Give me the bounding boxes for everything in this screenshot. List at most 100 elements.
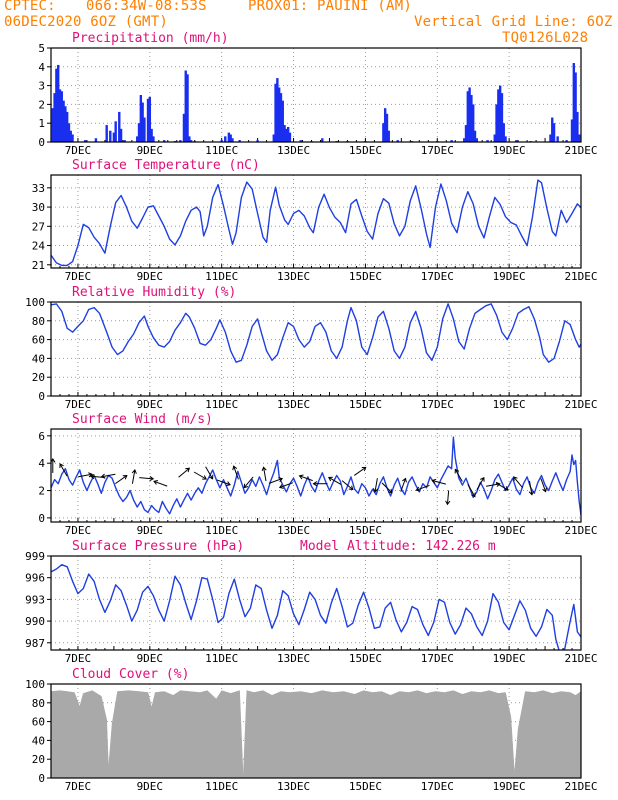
precip-bar [472, 104, 475, 142]
cloud-x-tick-label: 15DEC [349, 780, 382, 793]
precip-x-tick-label: 19DEC [493, 144, 526, 157]
wind-wind-arrowhead [278, 477, 284, 483]
wind-frame [50, 428, 582, 523]
precip-bar [114, 121, 117, 142]
pressure-x-tick-label: 17DEC [421, 652, 454, 665]
wind-wind-arrow [528, 480, 533, 495]
temp-y-tick-label: 30 [32, 201, 45, 214]
wind-wind-arrowhead [528, 490, 534, 496]
precip-bar [385, 113, 389, 142]
precip-bar [105, 125, 108, 142]
wind-wind-arrow [178, 467, 190, 478]
rh-y-tick-label: 100 [25, 296, 45, 309]
precip-bar [67, 123, 71, 142]
precip-bar [152, 136, 155, 142]
pressure-y-tick-label: 996 [25, 572, 45, 585]
precip-bar [150, 128, 153, 142]
temp-series [51, 179, 581, 267]
precip-bar [148, 96, 152, 142]
wind-wind-arrow [416, 484, 430, 491]
precip-bar [139, 95, 143, 142]
wind-series [51, 436, 581, 516]
wind-wind-arrowhead [312, 481, 318, 487]
wind-wind-arrow [432, 480, 446, 485]
pressure-x-tick-label: 21DEC [564, 652, 597, 665]
precip-bar [502, 123, 505, 142]
precip-bar [572, 63, 576, 142]
wind-x-tick-label: 13DEC [277, 524, 310, 537]
precip-series [51, 63, 581, 142]
header-coords: 066:34W-08:53S [86, 0, 207, 14]
precip-bar [186, 74, 189, 142]
wind-x-tick-label: 11DEC [205, 524, 238, 537]
wind-wind-arrow [454, 469, 463, 482]
wind-wind-arrowhead [59, 463, 64, 468]
wind-wind-arrowhead [243, 483, 249, 489]
precip-bar [299, 140, 302, 142]
wind-wind-arrow [400, 478, 406, 492]
pressure-x-tick-label: 9DEC [137, 652, 164, 665]
precip-bar [60, 91, 63, 142]
precip-bar [256, 140, 259, 142]
precip-bar [383, 108, 387, 142]
wind-x-tick-label: 21DEC [564, 524, 597, 537]
precip-bar [473, 130, 477, 142]
wind-wind-arrowhead [415, 486, 421, 492]
precip-bar [277, 87, 281, 142]
precip-bar [83, 140, 87, 142]
precip-bar [58, 89, 62, 142]
precip-bar [387, 130, 390, 142]
wind-wind-arrow [446, 490, 450, 505]
precip-bar [141, 102, 144, 142]
precip-bar [272, 134, 275, 142]
wind-wind-arrowhead [122, 475, 128, 480]
pressure-y-tick-label: 999 [25, 550, 45, 563]
rh-y-tick-label: 80 [32, 315, 45, 328]
wind-wind-arrowhead [261, 466, 267, 472]
rh-y-tick-label: 60 [32, 334, 45, 347]
precip-frame [50, 47, 582, 143]
wind-wind-arrowhead [149, 476, 155, 482]
cloud-x-tick-label: 19DEC [493, 780, 526, 793]
wind-wind-arrow [467, 484, 476, 497]
precip-y-tick-label: 4 [38, 61, 45, 74]
rh-frame [50, 301, 582, 397]
precip-bar [238, 140, 241, 142]
precip-bar [279, 93, 283, 142]
precip-x-tick-label: 21DEC [564, 144, 597, 157]
precip-bar [179, 140, 182, 142]
precip-bar [137, 123, 141, 142]
precip-bar [396, 140, 399, 142]
wind-wind-arrowhead [542, 487, 548, 493]
precip-bar [64, 106, 67, 142]
precip-bar [62, 100, 65, 142]
wind-wind-arrow [268, 478, 283, 484]
precip-bar [220, 140, 223, 142]
precip-bar [188, 136, 191, 142]
header-date: 06DEC2020 6OZ (GMT) [4, 14, 168, 30]
wind-wind-arrowhead [372, 488, 379, 493]
precip-bar [143, 117, 146, 142]
wind-wind-arrow [101, 473, 116, 478]
wind-wind-arrowhead [131, 469, 137, 474]
precip-bar [281, 100, 284, 142]
temp-x-tick-label: 7DEC [65, 270, 92, 283]
wind-wind-arrowhead [387, 488, 393, 494]
precip-bar [51, 108, 54, 142]
pressure-y-tick-label: 993 [25, 593, 45, 606]
wind-wind-arrowhead [348, 485, 354, 491]
precip-bar [69, 130, 72, 142]
wind-wind-arrow [131, 469, 136, 484]
precip-bar [556, 136, 559, 142]
wind-x-tick-label: 19DEC [493, 524, 526, 537]
temp-y-tick-label: 24 [32, 240, 46, 253]
precip-bar [146, 98, 150, 142]
wind-wind-arrowhead [445, 500, 451, 506]
rh-y-tick-label: 0 [38, 390, 45, 403]
pressure-title: Surface Pressure (hPa) [72, 539, 244, 554]
precip-bar [382, 123, 385, 142]
cloud-title: Cloud Cover (%) [72, 667, 189, 682]
temp-y-tick-label: 27 [32, 220, 45, 233]
wind-wind-arrow [353, 466, 367, 476]
